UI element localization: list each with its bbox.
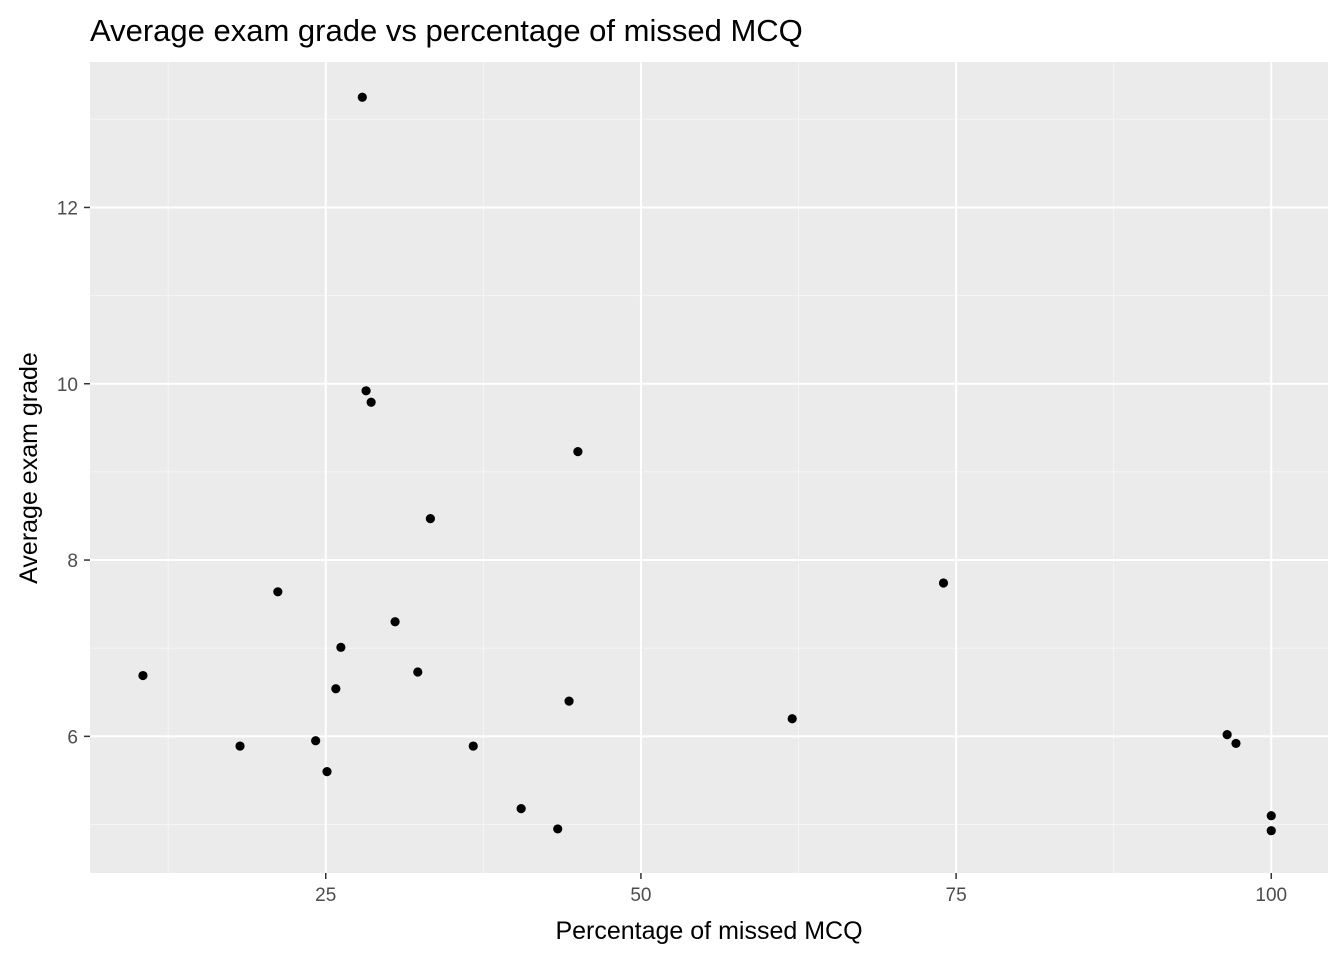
data-point (1222, 730, 1232, 740)
data-point (1231, 738, 1241, 749)
plot-panel (90, 62, 1328, 873)
x-axis-ticks: 25 50 75 100 (315, 873, 1287, 906)
x-tick-label: 75 (946, 885, 967, 906)
data-point (138, 670, 148, 681)
data-point (468, 741, 478, 751)
data-point (787, 714, 797, 724)
data-point (273, 587, 283, 597)
data-point (425, 514, 435, 524)
minor-gridlines (90, 62, 1328, 873)
data-point (1266, 826, 1276, 836)
data-point (1266, 811, 1276, 821)
chart-title: Average exam grade vs percentage of miss… (90, 13, 803, 48)
data-point (413, 667, 423, 677)
data-point (235, 741, 245, 751)
y-tick-label: 12 (57, 198, 78, 219)
data-point (361, 386, 371, 396)
x-tick-label: 50 (630, 885, 651, 906)
data-point (390, 617, 400, 627)
y-axis-title: Average exam grade (15, 352, 43, 584)
y-axis-ticks: 6 8 10 12 (57, 198, 90, 748)
data-point (564, 696, 574, 706)
x-axis-title: Percentage of missed MCQ (555, 917, 862, 945)
data-point (357, 92, 367, 102)
data-point (331, 684, 341, 694)
data-point (311, 736, 321, 746)
y-tick-label: 8 (67, 551, 78, 572)
data-point (938, 578, 949, 588)
data-point (336, 642, 346, 652)
data-point (516, 804, 526, 814)
y-tick-label: 10 (57, 375, 78, 396)
major-gridlines (90, 62, 1328, 873)
data-points (138, 92, 1276, 836)
y-tick-label: 6 (67, 727, 78, 748)
data-point (573, 447, 583, 457)
x-tick-label: 25 (315, 885, 336, 906)
x-tick-label: 100 (1255, 885, 1287, 906)
data-point (553, 824, 563, 834)
data-point (322, 767, 332, 777)
data-point (366, 397, 376, 407)
